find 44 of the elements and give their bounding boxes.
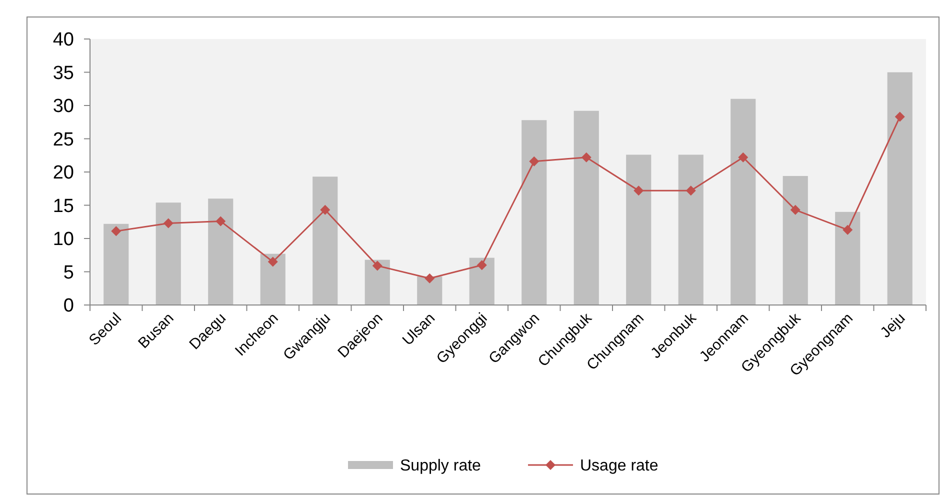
bar [208, 198, 234, 305]
bar [626, 154, 652, 305]
y-tick-label: 15 [52, 196, 74, 217]
bar [156, 202, 181, 305]
legend-label: Supply rate [400, 458, 482, 475]
bar [835, 212, 860, 305]
bar [574, 110, 599, 305]
point [738, 152, 748, 162]
point [216, 216, 226, 226]
point [163, 218, 174, 228]
legend-label: Usage rate [580, 458, 658, 475]
bar [730, 98, 756, 305]
y-tick-label: 40 [52, 30, 74, 51]
point [529, 156, 540, 166]
point [581, 152, 592, 162]
y-tick-label: 10 [52, 229, 74, 250]
bar [260, 254, 286, 305]
bar [522, 120, 547, 305]
bar [312, 176, 338, 305]
bar [782, 176, 808, 305]
point [842, 224, 853, 235]
bar [887, 72, 912, 305]
point [268, 256, 278, 267]
y-tick-label: 5 [63, 262, 74, 284]
bar [417, 276, 442, 305]
point [372, 260, 382, 271]
point [634, 186, 644, 196]
y-tick-label: 0 [63, 296, 74, 317]
bar [678, 154, 704, 305]
point [476, 260, 487, 270]
bar [469, 258, 494, 305]
y-tick-label: 25 [52, 129, 74, 150]
y-tick-label: 20 [52, 162, 74, 184]
bar [104, 224, 129, 305]
x-tick-label: Jeju [877, 310, 909, 342]
point [686, 186, 696, 196]
point [424, 273, 435, 284]
y-tick-label: 30 [52, 96, 74, 118]
point [111, 226, 122, 236]
point [894, 112, 905, 122]
y-tick-label: 35 [52, 62, 74, 84]
bar [364, 260, 390, 305]
point [790, 204, 800, 215]
point [320, 204, 330, 215]
